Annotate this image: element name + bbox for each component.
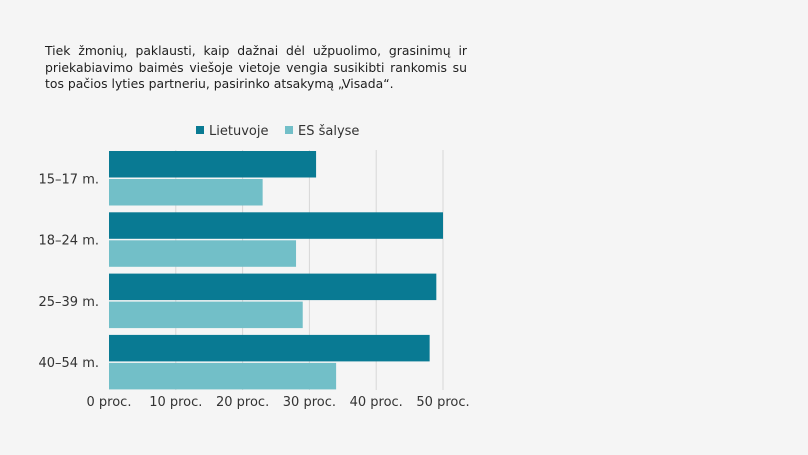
legend-swatch [196, 126, 204, 134]
legend-swatch [285, 126, 293, 134]
bar-lietuvoje [109, 273, 437, 301]
bars [109, 151, 443, 390]
bar-lietuvoje [109, 212, 443, 239]
bar-es-salyse [109, 362, 337, 390]
y-category-label: 18–24 m. [38, 234, 99, 249]
bar-lietuvoje [109, 334, 430, 362]
bar-es-salyse [109, 301, 303, 329]
bar-es-salyse [109, 240, 297, 267]
y-category-label: 25–39 m. [38, 295, 99, 310]
x-tick-label: 0 proc. [87, 395, 132, 410]
x-tick-label: 40 proc. [350, 395, 403, 410]
bar-lietuvoje [109, 151, 317, 178]
axis-labels: 0 proc. 10 proc. 20 proc. 30 proc. 40 proc. 5… [38, 172, 469, 410]
legend-label: ES šalyse [298, 124, 359, 139]
x-tick-label: 30 proc. [283, 395, 336, 410]
legend-label: Lietuvoje [209, 124, 268, 139]
y-category-label: 15–17 m. [38, 172, 99, 187]
x-tick-label: 50 proc. [416, 395, 469, 410]
x-tick-label: 10 proc. [149, 395, 202, 410]
chart-caption: Tiek žmonių, paklausti, kaip dažnai dėl … [45, 43, 467, 91]
x-tick-label: 20 proc. [216, 395, 269, 410]
bar-es-salyse [109, 179, 263, 206]
y-category-label: 40–54 m. [38, 356, 99, 371]
legend: Lietuvoje ES šalyse [196, 124, 359, 139]
